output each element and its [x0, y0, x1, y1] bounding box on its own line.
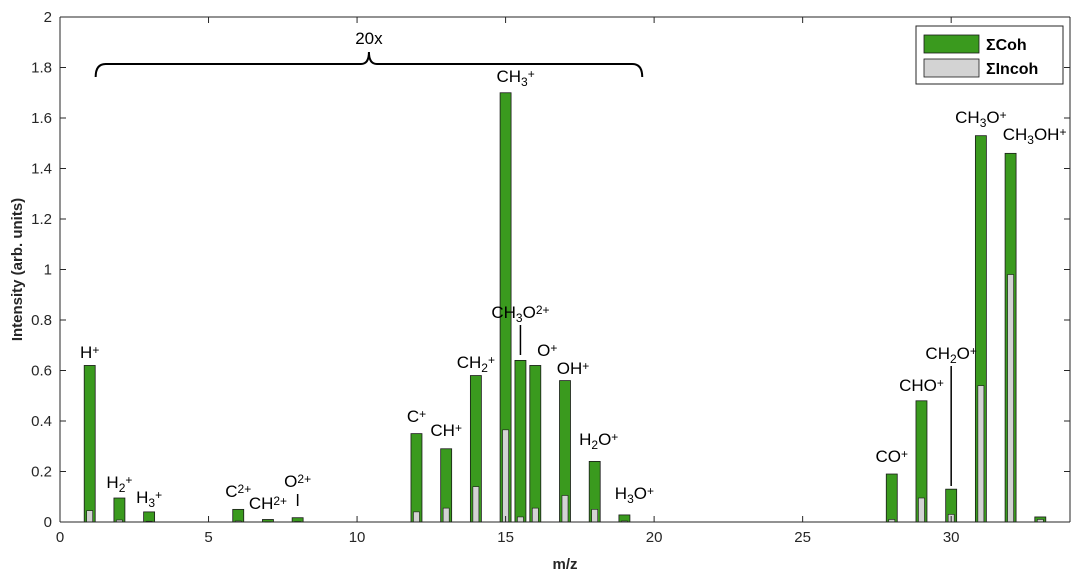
- axes: 0 5 10 15 20 25 30 0 0.2 0.4 0.6 0.8 1 1.2 1.4 1.6 1.8 2 m…: [9, 9, 1071, 573]
- bar-incoh: [502, 429, 509, 523]
- bar-incoh: [531, 507, 539, 523]
- ion-label: C2+: [225, 482, 251, 501]
- x-tick-label: 10: [349, 529, 366, 546]
- bar-incoh: [561, 495, 569, 523]
- y-tick-label: 0.2: [31, 464, 52, 481]
- x-tick-label: 25: [794, 529, 811, 546]
- bar-incoh: [86, 510, 94, 523]
- ion-labels: H+H2+H3+ C2+CH2+O2+C+CH+CH2+CH3+CH3O2+O+O…: [80, 67, 1066, 513]
- x-tick-label: 20: [646, 529, 663, 546]
- legend-swatch-incoh: [923, 58, 980, 78]
- y-tick-label: 1.4: [31, 161, 52, 178]
- bar-incoh: [517, 516, 524, 523]
- bar-incoh: [977, 385, 985, 523]
- bar-coh: [514, 359, 527, 523]
- bracket-line: [94, 51, 644, 78]
- legend-label-coh: ΣCoh: [986, 37, 1027, 54]
- ion-label: CH2+: [249, 494, 287, 513]
- bar-coh: [232, 508, 245, 523]
- bar-incoh: [591, 509, 599, 523]
- bars: [83, 92, 1047, 523]
- ion-label: C+: [407, 407, 426, 426]
- y-tick-label: 1.2: [31, 211, 52, 228]
- ion-label: CHO+: [899, 376, 944, 395]
- y-tick-label: 1.8: [31, 60, 52, 77]
- legend-label-incoh: ΣIncoh: [986, 61, 1038, 78]
- x-axis-title: m/z: [552, 556, 577, 573]
- ion-label: OH+: [557, 359, 590, 378]
- bar-coh: [885, 473, 898, 523]
- y-tick-label: 1: [44, 262, 52, 279]
- bar-coh: [410, 433, 423, 523]
- bar-coh: [83, 365, 96, 523]
- bar-incoh: [413, 511, 420, 523]
- ion-label: O2+: [284, 472, 311, 491]
- ion-label: CH3O2+: [491, 303, 549, 325]
- ion-label: O+: [537, 341, 557, 360]
- y-tick-label: 0.6: [31, 363, 52, 380]
- ion-label: H3+: [136, 488, 162, 510]
- ion-label: H3O+: [615, 484, 654, 506]
- bar-incoh: [442, 507, 450, 523]
- leader-lines: [296, 325, 952, 506]
- legend-swatch-coh: [923, 34, 980, 54]
- ion-label: CH2O+: [925, 344, 977, 366]
- y-tick-label: 0: [44, 514, 52, 531]
- ion-label: CH3+: [496, 67, 534, 89]
- bar-incoh: [918, 497, 925, 523]
- legend: ΣCoh ΣIncoh: [915, 25, 1064, 85]
- bar-coh: [113, 497, 126, 523]
- ion-label: CO+: [876, 447, 909, 466]
- y-tick-label: 0.8: [31, 312, 52, 329]
- bar-coh: [529, 365, 542, 523]
- y-tick-label: 1.6: [31, 110, 52, 127]
- ion-label: CH2+: [457, 353, 495, 375]
- bracket: 20x: [94, 29, 644, 78]
- y-tick-label: 2: [44, 9, 52, 26]
- y-axis-title: Intensity (arb. units): [9, 198, 26, 341]
- ion-label: H2+: [106, 473, 132, 495]
- bar-incoh: [1007, 274, 1014, 523]
- x-tick-label: 5: [204, 529, 212, 546]
- ion-label: H2O+: [579, 430, 618, 452]
- x-tick-label: 15: [497, 529, 514, 546]
- x-tick-label: 30: [943, 529, 960, 546]
- ion-label: CH+: [430, 421, 462, 440]
- ion-label: CH3O+: [955, 108, 1007, 130]
- bar-coh: [143, 511, 156, 523]
- bar-incoh: [472, 486, 480, 523]
- x-tick-label: 0: [56, 529, 64, 546]
- y-tick-label: 0.4: [31, 413, 52, 430]
- bracket-label: 20x: [355, 29, 383, 48]
- ion-label: CH3OH+: [1003, 125, 1067, 147]
- ion-label: H+: [80, 343, 99, 362]
